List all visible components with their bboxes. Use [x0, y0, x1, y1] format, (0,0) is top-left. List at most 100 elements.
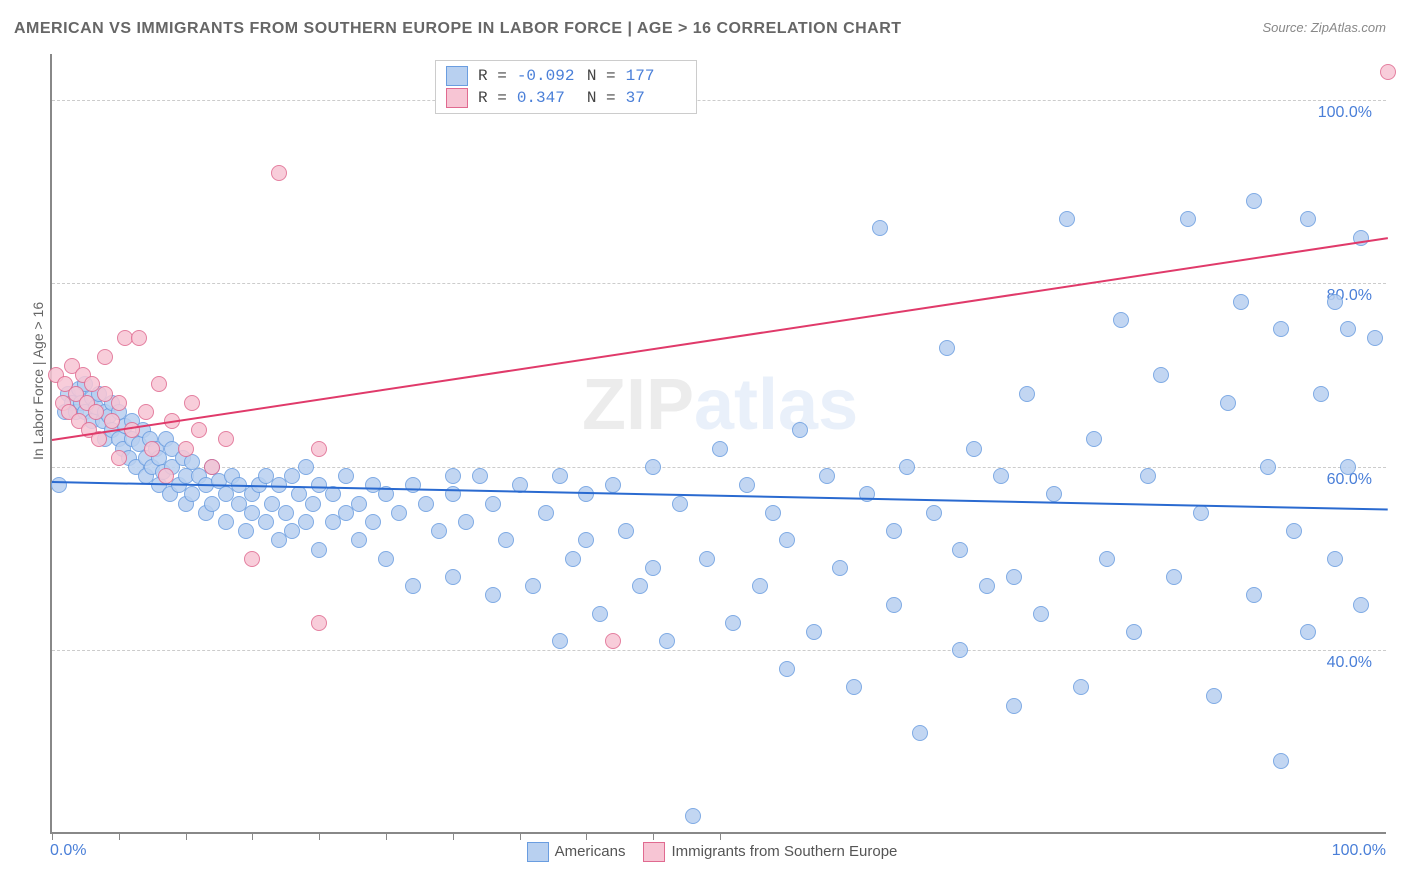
scatter-point — [1260, 459, 1276, 475]
legend-swatch — [446, 88, 468, 108]
scatter-point — [1220, 395, 1236, 411]
scatter-point — [565, 551, 581, 567]
scatter-point — [859, 486, 875, 502]
scatter-point — [939, 340, 955, 356]
y-tick-label: 100.0% — [1314, 104, 1376, 122]
scatter-point — [158, 468, 174, 484]
scatter-point — [1353, 597, 1369, 613]
x-tick — [252, 832, 253, 840]
chart-title: AMERICAN VS IMMIGRANTS FROM SOUTHERN EUR… — [14, 20, 902, 38]
scatter-point — [378, 551, 394, 567]
scatter-point — [351, 496, 367, 512]
watermark: ZIPatlas — [582, 364, 858, 446]
scatter-point — [204, 459, 220, 475]
scatter-point — [1140, 468, 1156, 484]
scatter-point — [632, 578, 648, 594]
scatter-point — [218, 514, 234, 530]
scatter-point — [311, 542, 327, 558]
scatter-point — [1273, 753, 1289, 769]
correlation-legend: R =-0.092N =177R =0.347N =37 — [435, 60, 697, 114]
scatter-point — [819, 468, 835, 484]
scatter-point — [1006, 698, 1022, 714]
scatter-point — [1033, 606, 1049, 622]
x-tick — [520, 832, 521, 840]
scatter-point — [552, 633, 568, 649]
scatter-point — [618, 523, 634, 539]
scatter-point — [51, 477, 67, 493]
scatter-point — [846, 679, 862, 695]
correlation-row: R =-0.092N =177 — [446, 65, 686, 87]
scatter-point — [1300, 211, 1316, 227]
y-axis-label: In Labor Force | Age > 16 — [30, 302, 46, 460]
scatter-point — [111, 450, 127, 466]
scatter-point — [144, 441, 160, 457]
scatter-point — [1006, 569, 1022, 585]
scatter-point — [765, 505, 781, 521]
scatter-point — [1286, 523, 1302, 539]
scatter-point — [1340, 321, 1356, 337]
scatter-point — [538, 505, 554, 521]
scatter-point — [752, 578, 768, 594]
x-tick — [119, 832, 120, 840]
scatter-point — [1193, 505, 1209, 521]
scatter-point — [912, 725, 928, 741]
scatter-point — [872, 220, 888, 236]
scatter-point — [806, 624, 822, 640]
scatter-point — [552, 468, 568, 484]
scatter-point — [1059, 211, 1075, 227]
scatter-point — [138, 404, 154, 420]
scatter-point — [993, 468, 1009, 484]
scatter-point — [458, 514, 474, 530]
x-tick — [586, 832, 587, 840]
scatter-point — [97, 349, 113, 365]
x-tick — [386, 832, 387, 840]
scatter-point — [191, 422, 207, 438]
legend-label: Americans — [555, 843, 626, 860]
scatter-point — [886, 597, 902, 613]
scatter-point — [1327, 551, 1343, 567]
scatter-point — [131, 330, 147, 346]
scatter-point — [578, 532, 594, 548]
scatter-point — [1126, 624, 1142, 640]
scatter-point — [431, 523, 447, 539]
scatter-point — [1206, 688, 1222, 704]
scatter-point — [271, 165, 287, 181]
gridline — [52, 467, 1386, 468]
trend-line — [52, 238, 1388, 442]
series-legend: AmericansImmigrants from Southern Europe — [0, 842, 1406, 862]
scatter-point — [238, 523, 254, 539]
x-tick — [720, 832, 721, 840]
scatter-point — [1300, 624, 1316, 640]
scatter-point — [659, 633, 675, 649]
scatter-point — [305, 496, 321, 512]
scatter-point — [712, 441, 728, 457]
scatter-point — [278, 505, 294, 521]
scatter-point — [485, 496, 501, 512]
scatter-point — [779, 532, 795, 548]
scatter-point — [298, 514, 314, 530]
scatter-point — [338, 468, 354, 484]
scatter-point — [1380, 64, 1396, 80]
scatter-point — [886, 523, 902, 539]
scatter-point — [1180, 211, 1196, 227]
scatter-point — [178, 441, 194, 457]
scatter-point — [645, 459, 661, 475]
scatter-point — [725, 615, 741, 631]
scatter-point — [1246, 193, 1262, 209]
scatter-plot-area: ZIPatlas 40.0%60.0%80.0%100.0% — [50, 54, 1386, 834]
scatter-point — [405, 477, 421, 493]
scatter-point — [1086, 431, 1102, 447]
scatter-point — [672, 496, 688, 512]
scatter-point — [244, 551, 260, 567]
scatter-point — [311, 441, 327, 457]
scatter-point — [218, 431, 234, 447]
correlation-row: R =0.347N =37 — [446, 87, 686, 109]
scatter-point — [485, 587, 501, 603]
scatter-point — [645, 560, 661, 576]
scatter-point — [1367, 330, 1383, 346]
gridline — [52, 283, 1386, 284]
x-tick — [319, 832, 320, 840]
scatter-point — [405, 578, 421, 594]
scatter-point — [418, 496, 434, 512]
scatter-point — [498, 532, 514, 548]
